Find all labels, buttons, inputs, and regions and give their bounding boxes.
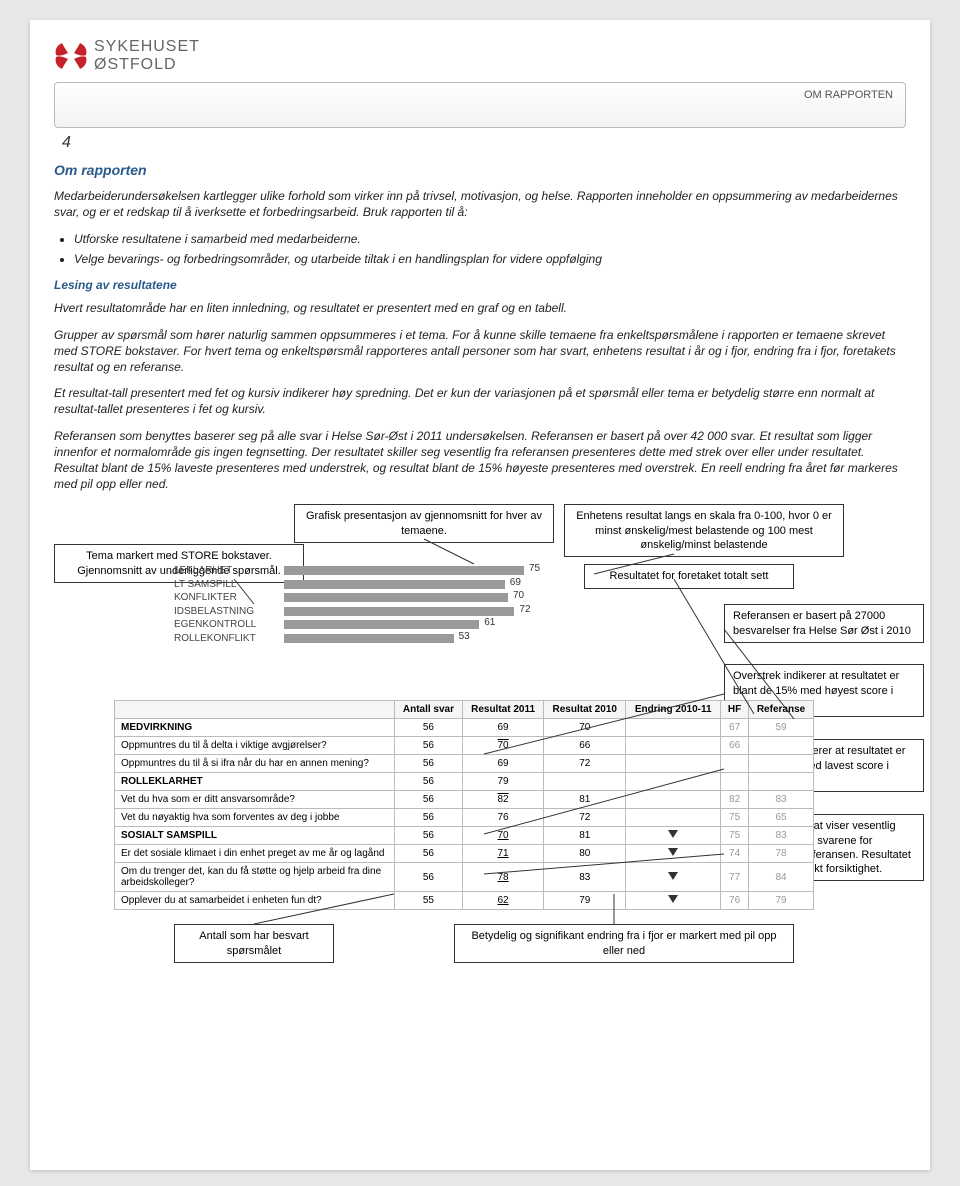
p1: Medarbeiderundersøkelsen kartlegger ulik… xyxy=(54,188,906,220)
bullet-1: Utforske resultatene i samarbeid med med… xyxy=(74,230,906,248)
logo-line1: SYKEHUSET xyxy=(94,38,200,56)
mini-chart-labels: LEKLARHETLT SAMSPILLKONFLIKTERIDSBELASTN… xyxy=(174,564,256,645)
p5: Referansen som benyttes baserer seg på a… xyxy=(54,428,906,493)
p4: Et resultat-tall presentert med fet og k… xyxy=(54,385,906,417)
table-row: Oppmuntres du til å si ifra når du har e… xyxy=(115,755,814,773)
p3: Grupper av spørsmål som hører naturlig s… xyxy=(54,327,906,376)
table-row: Vet du nøyaktig hva som forventes av deg… xyxy=(115,809,814,827)
chart-value: 61 xyxy=(484,617,495,628)
page: SYKEHUSET ØSTFOLD OM RAPPORTEN 4 Om rapp… xyxy=(30,20,930,1170)
chart-bar xyxy=(284,607,514,616)
callout-endring: Betydelig og signifikant endring fra i f… xyxy=(454,924,794,963)
header-bar: OM RAPPORTEN xyxy=(54,82,906,128)
page-number: 4 xyxy=(62,134,906,152)
table-header: Resultat 2011 xyxy=(462,701,543,719)
table-header: Endring 2010-11 xyxy=(626,701,721,719)
table-header: Antall svar xyxy=(395,701,463,719)
table-row: Vet du hva som er ditt ansvarsområde?568… xyxy=(115,791,814,809)
table-row: Opplever du at samarbeidet i enheten fun… xyxy=(115,892,814,910)
callout-skala: Enhetens resultat langs en skala fra 0-1… xyxy=(564,504,844,557)
callout-antall: Antall som har besvart spørsmålet xyxy=(174,924,334,963)
callout-referanse: Referansen er basert på 27000 besvarelse… xyxy=(724,604,924,643)
chart-bar xyxy=(284,634,454,643)
chart-value: 72 xyxy=(519,604,530,615)
table-row: MEDVIRKNING5669706759 xyxy=(115,719,814,737)
logo-line2: ØSTFOLD xyxy=(94,56,200,74)
section-title: Om rapporten xyxy=(54,162,906,178)
chart-bar xyxy=(284,580,505,589)
chart-bar xyxy=(284,593,508,602)
subhead-1: Lesing av resultatene xyxy=(54,278,906,292)
table-row: Oppmuntres du til å delta i viktige avgj… xyxy=(115,737,814,755)
data-table: Antall svarResultat 2011Resultat 2010End… xyxy=(114,700,814,910)
table-header xyxy=(115,701,395,719)
logo: SYKEHUSET ØSTFOLD xyxy=(54,38,906,74)
chart-bar xyxy=(284,566,524,575)
callout-foretak: Resultatet for foretaket totalt sett xyxy=(584,564,794,588)
table-header: Resultat 2010 xyxy=(544,701,626,719)
bullets: Utforske resultatene i samarbeid med med… xyxy=(74,230,906,268)
diagram-area: Tema markert med STORE bokstaver. Gjenno… xyxy=(54,504,906,984)
chart-value: 53 xyxy=(459,631,470,642)
header-right: OM RAPPORTEN xyxy=(804,89,893,101)
chart-value: 75 xyxy=(529,563,540,574)
mini-chart: LEKLARHETLT SAMSPILLKONFLIKTERIDSBELASTN… xyxy=(174,544,594,674)
table-header: HF xyxy=(721,701,749,719)
chart-value: 69 xyxy=(510,577,521,588)
chart-value: 70 xyxy=(513,590,524,601)
table-row: SOSIALT SAMSPILL5670817583 xyxy=(115,827,814,845)
butterfly-icon xyxy=(54,41,88,71)
callout-grafisk: Grafisk presentasjon av gjennomsnitt for… xyxy=(294,504,554,543)
p2: Hvert resultatområde har en liten innled… xyxy=(54,300,906,316)
table-row: ROLLEKLARHET5679 xyxy=(115,773,814,791)
table-header: Referanse xyxy=(749,701,814,719)
chart-bar xyxy=(284,620,479,629)
bullet-2: Velge bevarings- og forbedringsområder, … xyxy=(74,250,906,268)
table-row: Om du trenger det, kan du få støtte og h… xyxy=(115,863,814,892)
table-row: Er det sosiale klimaet i din enhet prege… xyxy=(115,845,814,863)
